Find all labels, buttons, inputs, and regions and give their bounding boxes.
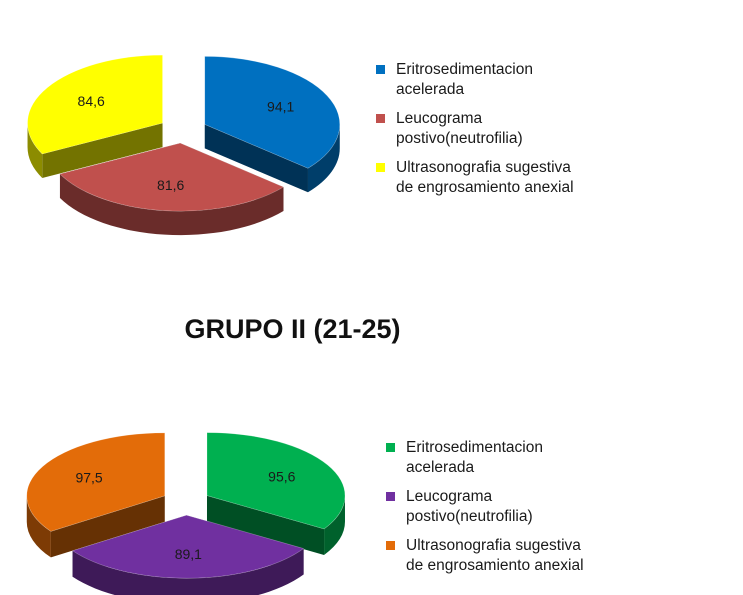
slice-rim (324, 495, 345, 555)
legend-item-leucograma: Leucograma postivo(neutrofilia) (386, 487, 584, 527)
slice-wall (50, 495, 165, 558)
slice-ultrasonografia-side (27, 123, 163, 178)
slice-wall (206, 495, 325, 555)
legend-swatch (386, 443, 395, 452)
legend-item-eritrosedimentacion: Eritrosedimentacion acelerada (376, 60, 574, 100)
slice-rim (59, 173, 284, 236)
legend-group-ii: Eritrosedimentacion acelerada Leucograma… (386, 438, 584, 585)
chart-title-grupo-ii: GRUPO II (21-25) (184, 314, 401, 344)
legend-swatch (376, 65, 385, 74)
legend-swatch (386, 541, 395, 550)
slice-rim (72, 548, 304, 595)
data-label-ultrasonografia: 84,6 (78, 93, 105, 109)
pie-chart-2: 95,6 89,1 97,5 (26, 432, 346, 595)
data-label-eritrosedimentacion: 95,6 (268, 469, 295, 485)
legend-label-line1: Eritrosedimentacion (406, 439, 543, 456)
slice-rim (26, 495, 51, 558)
legend-label-line1: Leucograma (406, 488, 493, 505)
legend-item-eritrosedimentacion: Eritrosedimentacion acelerada (386, 438, 584, 478)
legend-label-line2: de engrosamiento anexial (396, 179, 574, 196)
legend-label-line1: Ultrasonografia sugestiva (396, 159, 571, 176)
legend-item-leucograma: Leucograma postivo(neutrofilia) (376, 109, 574, 149)
slice-ultrasonografia-top (27, 54, 163, 155)
legend-label-line2: acelerada (396, 81, 465, 98)
legend-swatch (386, 492, 395, 501)
pie-chart-1: 94,1 81,6 84,6 (27, 54, 341, 236)
slice-rim (27, 123, 43, 178)
legend-label-line1: Ultrasonografia sugestiva (406, 537, 581, 554)
slice-eritrosedimentacion-side (206, 495, 345, 555)
legend-label-line1: Leucograma (396, 110, 483, 127)
slice-ultrasonografia-top (26, 432, 166, 532)
legend-label-line2: acelerada (406, 459, 475, 476)
slice-eritrosedimentacion-top (204, 56, 341, 169)
slice-leucograma-top (59, 142, 285, 212)
data-label-ultrasonografia: 97,5 (75, 470, 102, 486)
legend-label-line2: postivo(neutrofilia) (406, 508, 533, 525)
data-label-eritrosedimentacion: 94,1 (267, 99, 294, 115)
slice-eritrosedimentacion-top (206, 432, 346, 530)
legend-item-ultrasonografia: Ultrasonografia sugestiva de engrosamien… (376, 158, 574, 198)
legend-swatch (376, 163, 385, 172)
data-label-leucograma: 81,6 (157, 177, 184, 193)
legend-label-line2: de engrosamiento anexial (406, 557, 584, 574)
slice-ultrasonografia-side (26, 495, 165, 558)
slice-rim (307, 124, 340, 193)
slice-wall (204, 124, 308, 193)
legend-item-ultrasonografia: Ultrasonografia sugestiva de engrosamien… (386, 536, 584, 576)
data-label-leucograma: 89,1 (175, 546, 202, 562)
slice-wall (42, 123, 163, 178)
slice-eritrosedimentacion-side (204, 124, 340, 193)
legend-group-i: Eritrosedimentacion acelerada Leucograma… (376, 60, 574, 207)
legend-label-line2: postivo(neutrofilia) (396, 130, 523, 147)
legend-swatch (376, 114, 385, 123)
legend-label-line1: Eritrosedimentacion (396, 61, 533, 78)
slice-leucograma-top (71, 514, 305, 579)
